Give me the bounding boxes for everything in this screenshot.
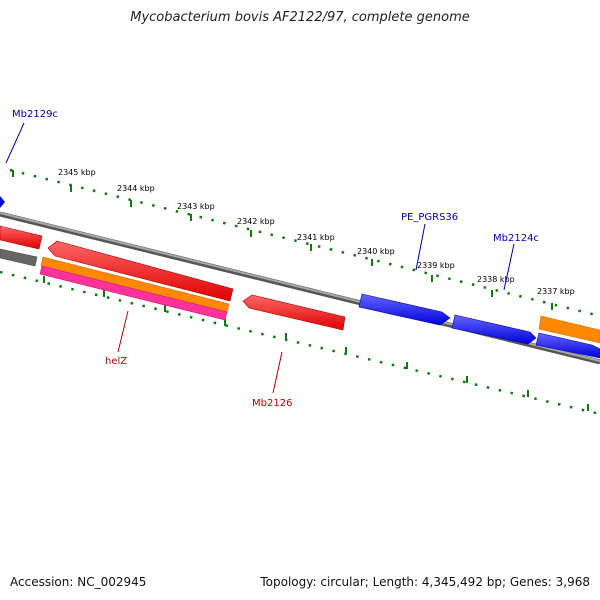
ruler-upper (9, 168, 600, 318)
ruler-tick-label: 2340 kbp (357, 247, 395, 256)
gene-arrow-reverse[interactable] (47, 240, 234, 302)
gene-arrow-forward[interactable] (451, 314, 537, 345)
ruler-tick-label: 2342 kbp (237, 217, 275, 226)
ruler-tick-label: 2341 kbp (297, 233, 335, 242)
leader-line-pe-pgrs36 (415, 223, 426, 271)
gene-arrow-reverse[interactable] (0, 225, 43, 250)
leader-line-mb2124c (503, 243, 515, 291)
gene-label-mb2126[interactable]: Mb2126 (252, 398, 292, 409)
ruler-tick-label: 2343 kbp (177, 202, 215, 211)
ruler-tick-label: 2344 kbp (117, 184, 155, 193)
gene-label-mb2124c[interactable]: Mb2124c (493, 233, 539, 244)
ruler-tick-labels: 2345 kbp 2344 kbp 2343 kbp 2342 kbp 2341… (58, 168, 575, 296)
forward-genes (0, 196, 600, 359)
ruler-tick-label: 2345 kbp (58, 168, 96, 177)
accession-text: Accession: NC_002945 (10, 575, 147, 589)
gray-feature[interactable] (0, 248, 38, 267)
ruler-tick-label: 2338 kbp (477, 275, 515, 284)
gene-arrow-forward[interactable] (0, 196, 5, 208)
genome-summary-text: Topology: circular; Length: 4,345,492 bp… (260, 575, 590, 589)
leader-line-mb2126 (272, 351, 283, 394)
map-title: Mycobacterium bovis AF2122/97, complete … (130, 10, 470, 25)
gene-arrow-forward[interactable] (535, 332, 600, 359)
gene-arrow-reverse[interactable] (242, 294, 346, 331)
label-leaders (5, 122, 515, 394)
gene-label-helz[interactable]: helZ (105, 356, 127, 367)
ruler-lower-dots (0, 270, 600, 416)
ruler-tick-label: 2339 kbp (417, 261, 455, 270)
orange-feature[interactable] (538, 315, 600, 344)
leader-line-mb2129c (5, 122, 25, 164)
pink-feature[interactable] (39, 265, 228, 321)
leader-line-helz (117, 310, 129, 353)
reverse-genes (0, 225, 346, 331)
gene-labels: Mb2129c PE_PGRS36 Mb2124c helZ Mb2126 (12, 109, 539, 409)
gene-label-pe-pgrs36[interactable]: PE_PGRS36 (401, 212, 458, 223)
gene-arrow-forward[interactable] (358, 293, 451, 326)
ruler-tick-label: 2337 kbp (537, 287, 575, 296)
gene-label-mb2129c[interactable]: Mb2129c (12, 109, 58, 120)
ruler-lower (0, 270, 600, 416)
